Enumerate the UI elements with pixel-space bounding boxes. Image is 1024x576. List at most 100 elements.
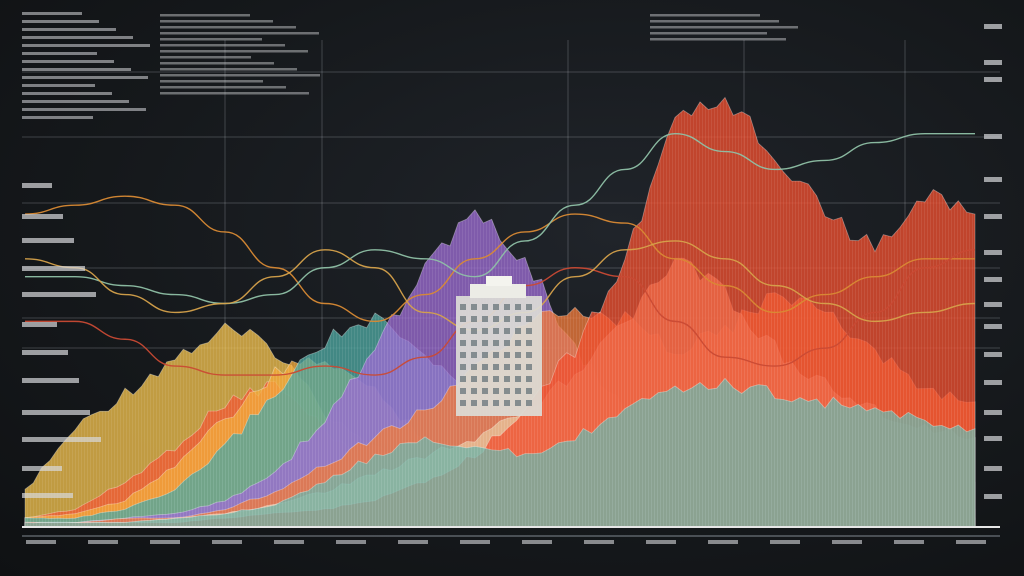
glitch-text-mark xyxy=(984,436,1002,441)
glitch-text-mark xyxy=(984,24,1002,29)
glitch-text-mark xyxy=(984,466,1002,471)
glitch-text-mark xyxy=(160,68,297,71)
glitch-text-mark xyxy=(646,540,676,544)
glitch-text-mark xyxy=(212,540,242,544)
building-window xyxy=(526,376,532,382)
building-window xyxy=(482,400,488,406)
building-window xyxy=(526,304,532,310)
building-window xyxy=(493,328,499,334)
building-window xyxy=(515,340,521,346)
line-series-0 xyxy=(24,195,975,323)
building-window xyxy=(504,400,510,406)
glitch-text-mark xyxy=(460,540,490,544)
glitch-text-mark xyxy=(26,540,56,544)
building-window xyxy=(482,364,488,370)
glitch-text-mark xyxy=(22,214,63,219)
glitch-text-mark xyxy=(22,238,74,243)
area-edge-8 xyxy=(24,377,976,528)
glitch-text-mark xyxy=(984,277,1002,282)
glitch-text-mark xyxy=(984,302,1002,307)
building-window xyxy=(460,364,466,370)
building-window xyxy=(504,364,510,370)
glitch-text-mark xyxy=(22,108,146,111)
glitch-text-mark xyxy=(650,14,760,17)
glitch-text-mark xyxy=(150,540,180,544)
glitch-text-mark xyxy=(650,32,767,35)
glitch-text-mark xyxy=(984,324,1002,329)
building-window xyxy=(493,304,499,310)
building-window xyxy=(471,388,477,394)
building-window xyxy=(482,328,488,334)
glitch-text-mark xyxy=(22,36,133,39)
glitch-text-mark xyxy=(770,540,800,544)
building-window xyxy=(526,316,532,322)
glitch-text-mark xyxy=(956,540,986,544)
glitch-text-mark xyxy=(708,540,738,544)
glitch-text-mark xyxy=(22,116,93,119)
glitch-text-mark xyxy=(22,437,101,442)
building-window xyxy=(493,376,499,382)
glitch-text-mark xyxy=(22,410,90,415)
glitch-text-mark xyxy=(22,44,150,47)
building-window xyxy=(482,340,488,346)
building-window xyxy=(482,352,488,358)
glitch-text-mark xyxy=(650,26,798,29)
glitch-text-mark xyxy=(650,38,786,41)
building-window xyxy=(482,376,488,382)
building-window xyxy=(460,352,466,358)
glitch-text-mark xyxy=(984,214,1002,219)
building-window xyxy=(526,400,532,406)
building-window xyxy=(493,400,499,406)
area-hatch-8 xyxy=(25,378,975,527)
glitch-text-block xyxy=(22,12,1002,544)
glitch-text-mark xyxy=(584,540,614,544)
building-window xyxy=(460,388,466,394)
glitch-text-mark xyxy=(522,540,552,544)
glitch-text-mark xyxy=(984,77,1002,82)
building-window xyxy=(493,352,499,358)
building-window xyxy=(515,316,521,322)
building-window xyxy=(504,340,510,346)
glitch-text-mark xyxy=(22,76,148,79)
glitch-text-mark xyxy=(22,68,131,71)
glitch-text-mark xyxy=(22,493,73,498)
glitch-text-mark xyxy=(22,183,52,188)
building-window xyxy=(526,364,532,370)
building-window xyxy=(504,388,510,394)
glitch-text-mark xyxy=(22,12,82,15)
glitch-text-mark xyxy=(398,540,428,544)
building-window xyxy=(493,364,499,370)
building-window xyxy=(471,400,477,406)
building-window xyxy=(471,328,477,334)
building-window xyxy=(493,388,499,394)
building-window xyxy=(526,352,532,358)
glitch-text-mark xyxy=(22,100,129,103)
area-series-8 xyxy=(24,377,976,528)
glitch-text-mark xyxy=(22,322,57,327)
glitch-text-mark xyxy=(160,86,286,89)
glitch-text-mark xyxy=(22,292,96,297)
building-window xyxy=(460,376,466,382)
building-illustration xyxy=(456,276,542,416)
building-window xyxy=(460,340,466,346)
building-window xyxy=(493,316,499,322)
building-window xyxy=(526,340,532,346)
building-window xyxy=(471,316,477,322)
building-window xyxy=(515,388,521,394)
building-window xyxy=(515,364,521,370)
building-window xyxy=(504,316,510,322)
building-window xyxy=(526,328,532,334)
glitch-text-mark xyxy=(894,540,924,544)
building-window xyxy=(460,400,466,406)
building-window xyxy=(493,340,499,346)
glitch-text-mark xyxy=(650,20,779,23)
glitch-text-mark xyxy=(160,74,320,77)
building-window xyxy=(460,304,466,310)
building-window xyxy=(504,376,510,382)
glitch-text-mark xyxy=(984,250,1002,255)
building-window xyxy=(482,388,488,394)
glitch-text-mark xyxy=(984,134,1002,139)
glitch-text-mark xyxy=(88,540,118,544)
